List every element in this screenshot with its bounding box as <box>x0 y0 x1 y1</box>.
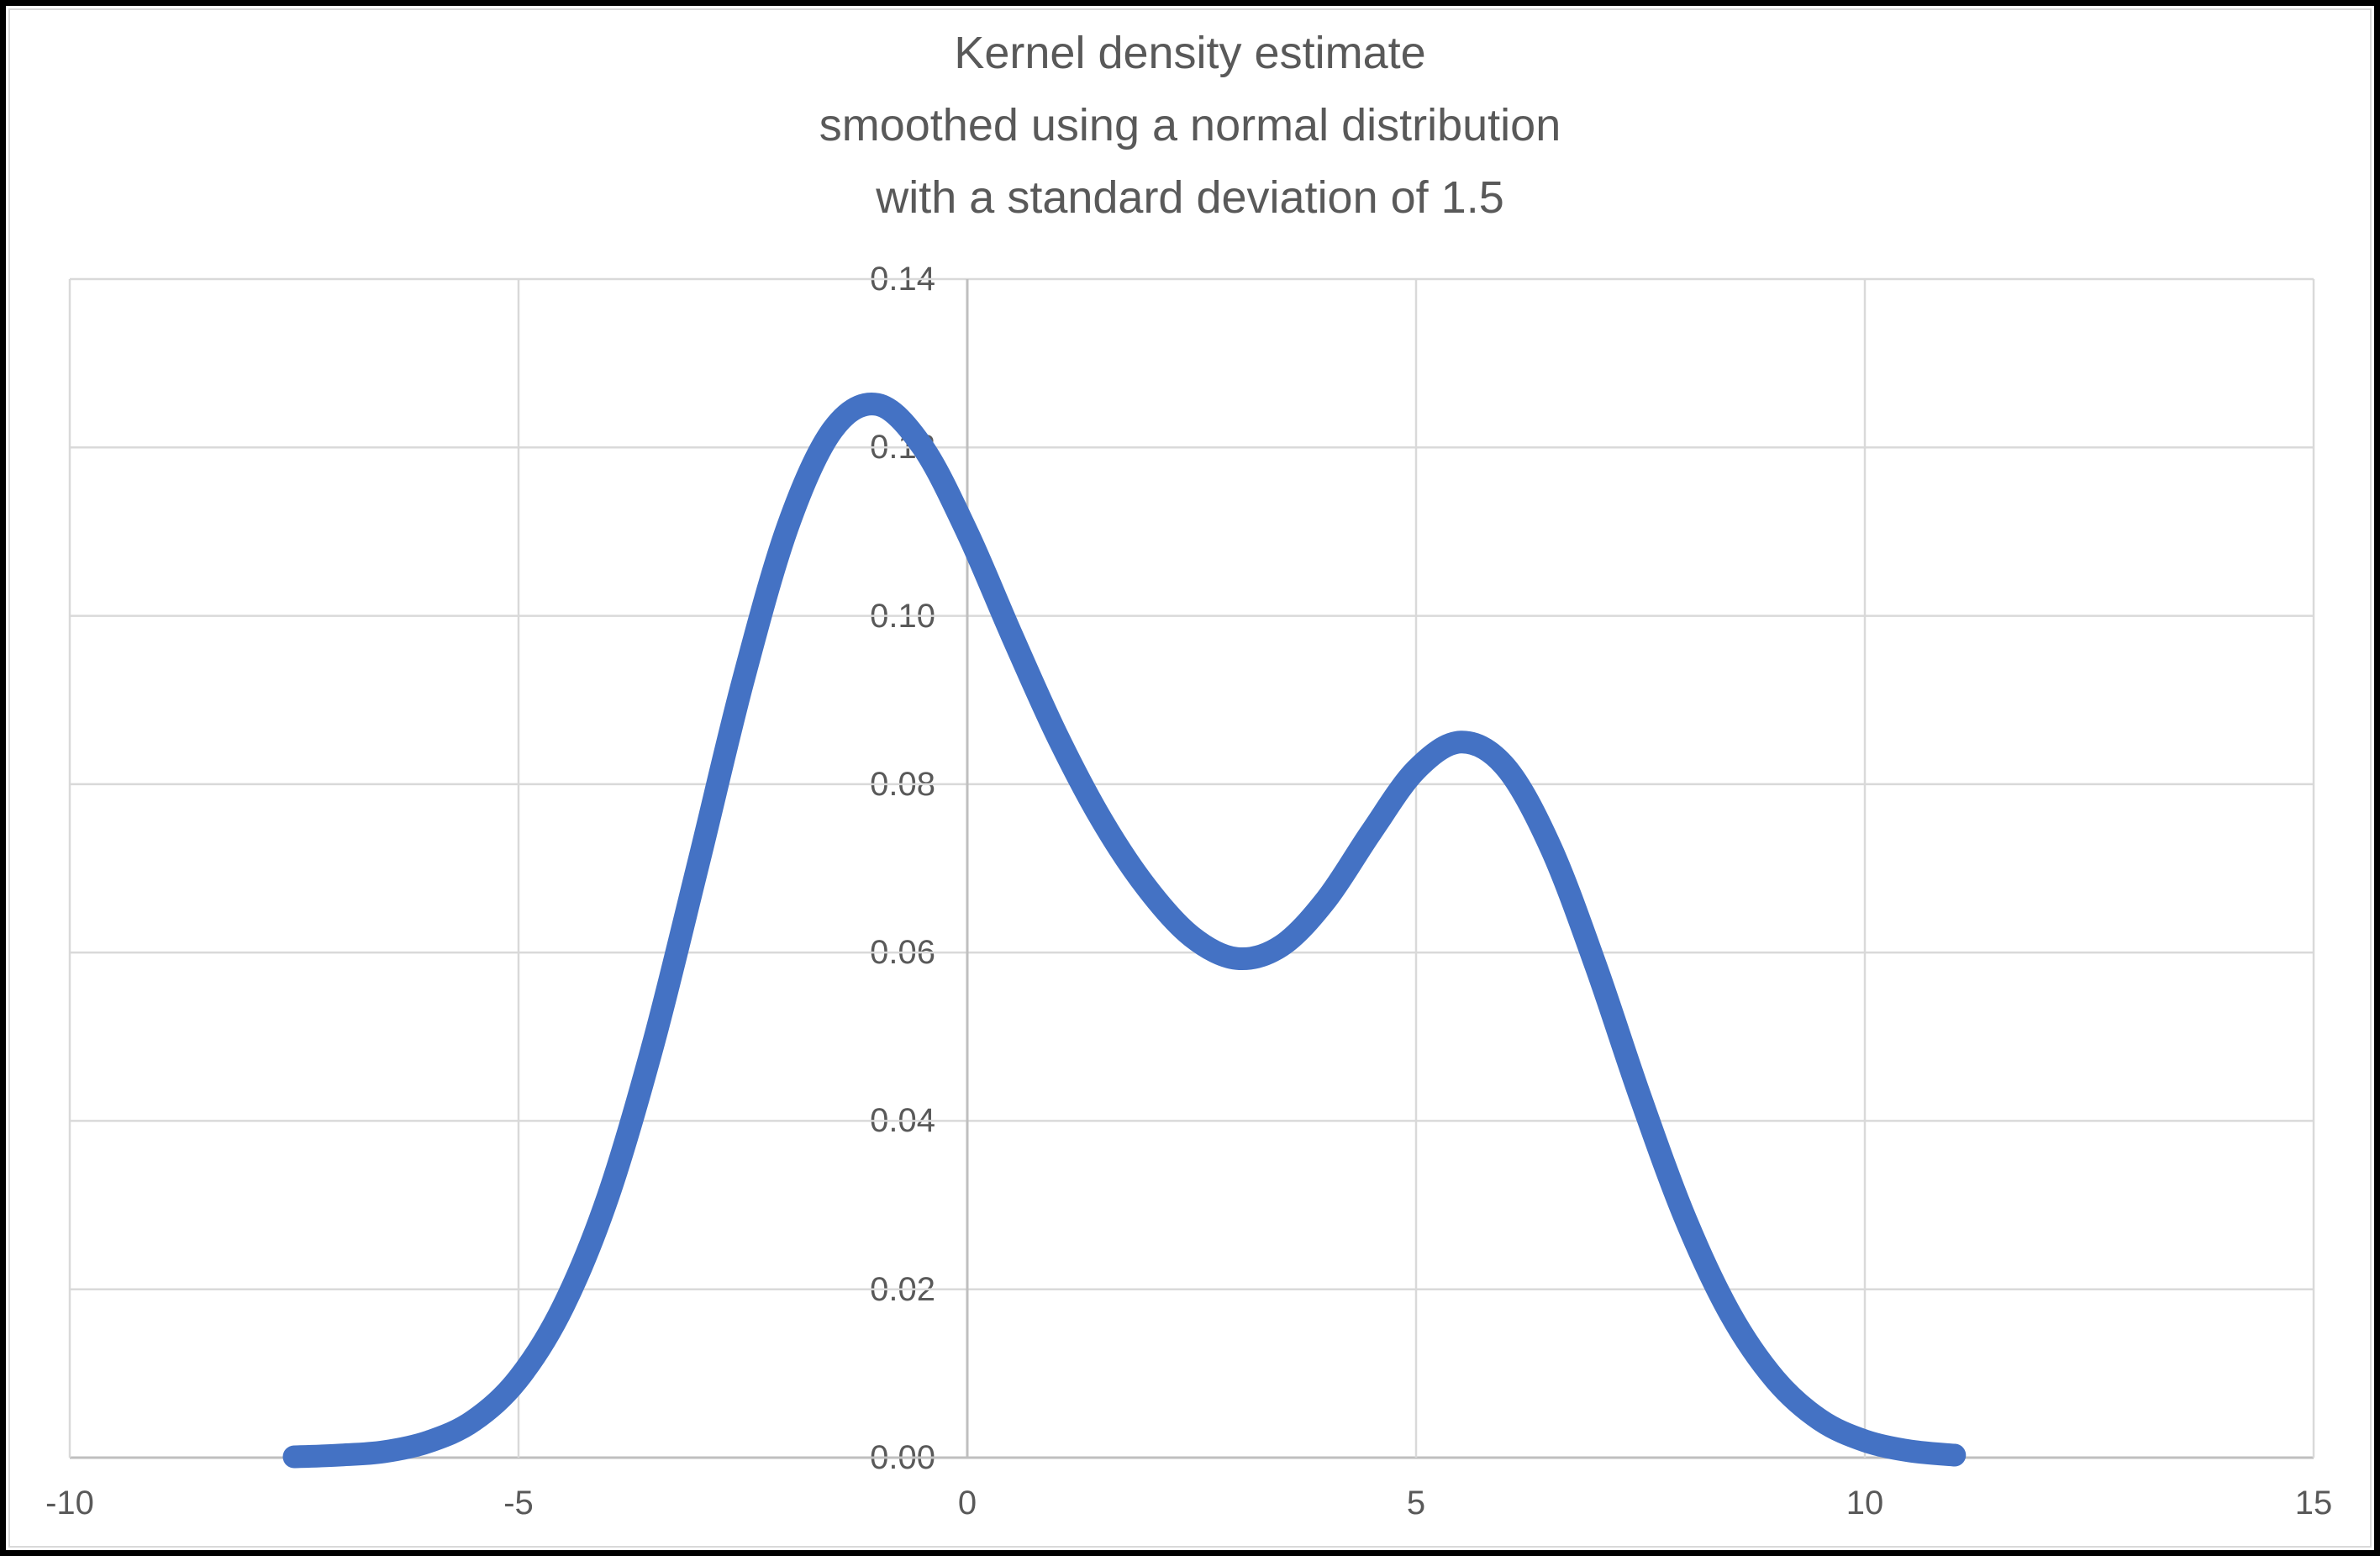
x-tick-label: -5 <box>503 1485 534 1522</box>
x-tick-label: 15 <box>2294 1485 2333 1522</box>
chart-title: Kernel density estimate smoothed using a… <box>0 17 2380 234</box>
x-tick-label: 10 <box>1846 1485 1884 1522</box>
kde-curve <box>282 393 1967 1469</box>
plot-area <box>68 277 2315 1469</box>
chart-title-line-2: smoothed using a normal distribution <box>819 100 1561 150</box>
kde-plot-svg <box>68 277 2315 1469</box>
chart-title-line-3: with a standard deviation of 1.5 <box>876 172 1504 223</box>
x-tick-label: 0 <box>957 1485 977 1522</box>
x-tick-label: 5 <box>1406 1485 1426 1522</box>
x-tick-label: -10 <box>45 1485 94 1522</box>
chart-title-line-1: Kernel density estimate <box>954 28 1426 78</box>
